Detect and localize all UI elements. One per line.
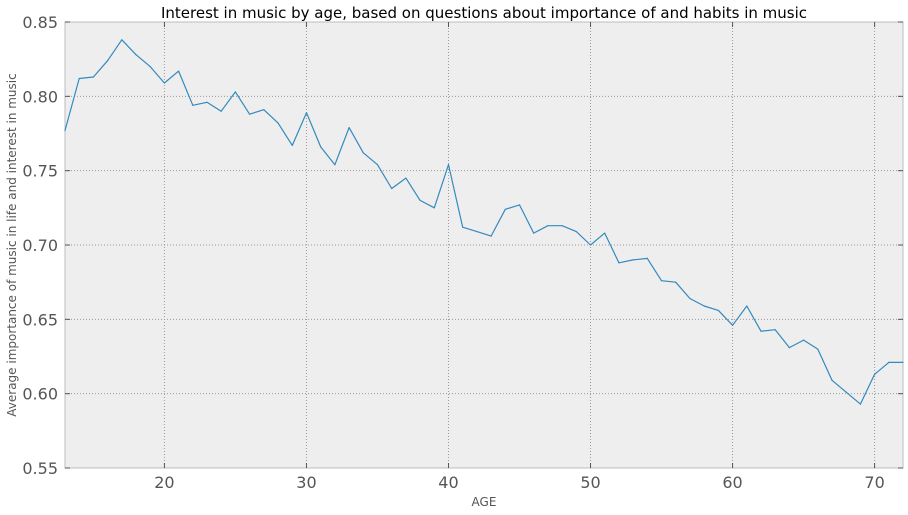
data-point bbox=[149, 66, 151, 68]
data-point bbox=[291, 144, 293, 146]
data-point bbox=[192, 104, 194, 106]
data-point bbox=[632, 259, 634, 261]
chart-title: Interest in music by age, based on quest… bbox=[161, 4, 807, 22]
data-point bbox=[376, 164, 379, 166]
data-point bbox=[362, 152, 364, 154]
tick-marks bbox=[65, 21, 903, 469]
x-axis-label: AGE bbox=[472, 495, 497, 509]
data-point bbox=[575, 231, 577, 233]
data-point bbox=[107, 60, 109, 62]
data-point bbox=[249, 113, 251, 115]
data-point bbox=[490, 235, 492, 237]
data-point bbox=[178, 70, 180, 72]
tick-labels: 20 30 40 50 60 70 0.55 0.60 0.65 0.70 0.75 0.80 0.85 bbox=[22, 13, 884, 492]
x-tick-label: 30 bbox=[296, 473, 316, 492]
data-point bbox=[518, 204, 521, 206]
data-point bbox=[874, 373, 876, 375]
data-point bbox=[746, 305, 748, 307]
data-point bbox=[646, 257, 648, 259]
data-point bbox=[433, 207, 435, 209]
data-point bbox=[391, 187, 393, 190]
data-point bbox=[675, 281, 677, 283]
data-point bbox=[817, 348, 819, 350]
y-tick-label: 0.70 bbox=[22, 236, 58, 255]
data-point bbox=[206, 101, 208, 103]
x-tick-label: 50 bbox=[580, 473, 600, 492]
x-tick-label: 20 bbox=[154, 473, 174, 492]
data-point bbox=[888, 361, 890, 363]
data-point bbox=[234, 91, 236, 93]
data-point bbox=[717, 309, 720, 311]
y-tick-label: 0.80 bbox=[22, 87, 58, 106]
data-point bbox=[220, 110, 222, 112]
data-point bbox=[774, 329, 776, 331]
data-point bbox=[92, 76, 94, 78]
data-point bbox=[604, 232, 606, 234]
data-point bbox=[561, 225, 563, 227]
data-point bbox=[447, 164, 450, 166]
series-line bbox=[64, 39, 903, 405]
x-tick-label: 70 bbox=[864, 473, 884, 492]
y-tick-label: 0.65 bbox=[22, 310, 58, 329]
data-point bbox=[589, 244, 592, 246]
data-point bbox=[618, 262, 620, 264]
data-point bbox=[320, 146, 322, 148]
data-point bbox=[902, 361, 904, 363]
data-point bbox=[263, 109, 265, 111]
data-point bbox=[689, 297, 691, 300]
data-point bbox=[334, 164, 336, 166]
data-point bbox=[788, 347, 791, 349]
data-point bbox=[405, 177, 407, 179]
data-point bbox=[803, 339, 805, 341]
data-point bbox=[732, 324, 734, 326]
y-tick-label: 0.85 bbox=[22, 13, 58, 32]
data-point bbox=[831, 379, 833, 381]
data-point bbox=[305, 112, 308, 114]
data-point bbox=[476, 231, 478, 233]
y-axis-label: Average importance of music in life and … bbox=[5, 73, 19, 416]
data-point bbox=[504, 208, 506, 210]
x-tick-label: 60 bbox=[722, 473, 742, 492]
data-point bbox=[760, 330, 762, 332]
data-point bbox=[64, 129, 66, 132]
data-point bbox=[163, 82, 165, 84]
data-point bbox=[859, 403, 862, 405]
y-tick-label: 0.75 bbox=[22, 162, 58, 181]
plot-background bbox=[65, 22, 903, 468]
data-point bbox=[660, 280, 663, 282]
data-point bbox=[135, 54, 137, 56]
data-point bbox=[703, 305, 705, 307]
data-point bbox=[462, 226, 464, 228]
data-point bbox=[845, 391, 847, 393]
x-tick-label: 40 bbox=[438, 473, 458, 492]
y-tick-label: 0.55 bbox=[22, 459, 58, 478]
series-layer bbox=[64, 39, 904, 405]
data-point bbox=[533, 232, 535, 234]
data-point bbox=[121, 39, 123, 41]
data-point bbox=[547, 225, 549, 227]
data-point bbox=[78, 77, 80, 80]
data-point bbox=[419, 199, 421, 201]
data-point bbox=[277, 122, 279, 124]
data-point bbox=[348, 127, 350, 129]
y-tick-label: 0.60 bbox=[22, 385, 58, 404]
